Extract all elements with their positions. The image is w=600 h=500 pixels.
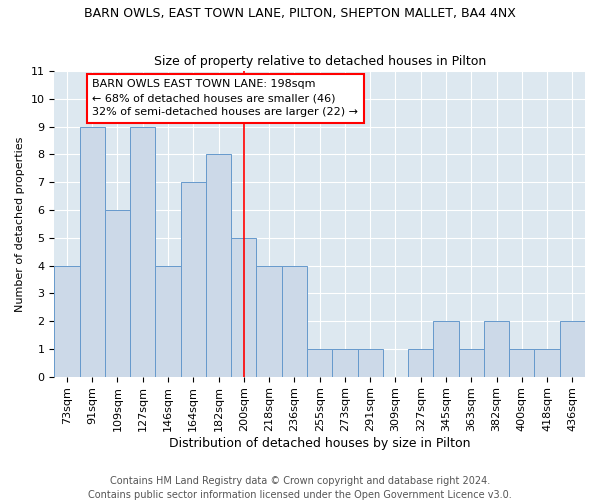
Text: BARN OWLS EAST TOWN LANE: 198sqm
← 68% of detached houses are smaller (46)
32% o: BARN OWLS EAST TOWN LANE: 198sqm ← 68% o…	[92, 80, 358, 118]
Bar	[231, 238, 256, 376]
Bar	[433, 321, 458, 376]
Bar	[509, 349, 535, 376]
Bar	[155, 266, 181, 376]
Bar	[80, 126, 105, 376]
Bar	[105, 210, 130, 376]
Bar	[535, 349, 560, 376]
Bar	[332, 349, 358, 376]
Bar	[256, 266, 282, 376]
Title: Size of property relative to detached houses in Pilton: Size of property relative to detached ho…	[154, 56, 486, 68]
Bar	[458, 349, 484, 376]
Bar	[560, 321, 585, 376]
Bar	[130, 126, 155, 376]
Bar	[206, 154, 231, 376]
X-axis label: Distribution of detached houses by size in Pilton: Distribution of detached houses by size …	[169, 437, 470, 450]
Bar	[181, 182, 206, 376]
Bar	[358, 349, 383, 376]
Bar	[408, 349, 433, 376]
Text: BARN OWLS, EAST TOWN LANE, PILTON, SHEPTON MALLET, BA4 4NX: BARN OWLS, EAST TOWN LANE, PILTON, SHEPT…	[84, 8, 516, 20]
Bar	[307, 349, 332, 376]
Bar	[282, 266, 307, 376]
Bar	[54, 266, 80, 376]
Bar	[484, 321, 509, 376]
Text: Contains HM Land Registry data © Crown copyright and database right 2024.
Contai: Contains HM Land Registry data © Crown c…	[88, 476, 512, 500]
Y-axis label: Number of detached properties: Number of detached properties	[15, 136, 25, 312]
